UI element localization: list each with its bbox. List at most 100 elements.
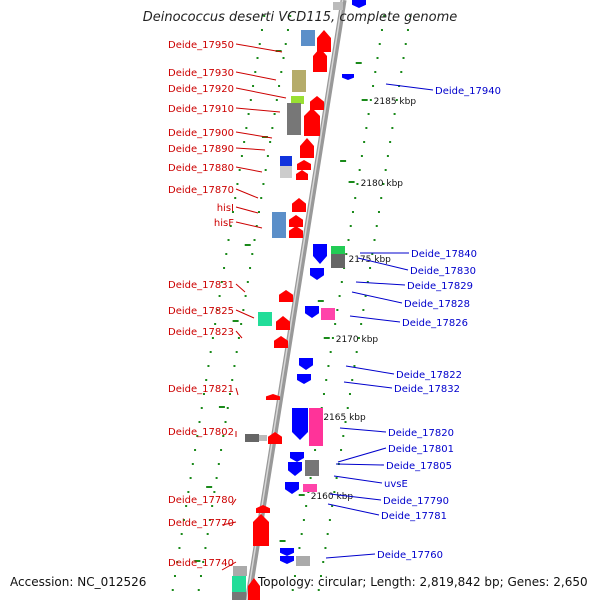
guide-dot (204, 547, 207, 549)
forward-gene-arrow (266, 394, 280, 400)
guide-dot (244, 295, 247, 297)
minor-tick-mark (194, 560, 201, 562)
leader-line-right (337, 447, 387, 463)
guide-dot (256, 57, 259, 59)
guide-dot (185, 505, 188, 507)
guide-dot (200, 407, 203, 409)
guide-dot (376, 57, 379, 59)
guide-dot (231, 379, 234, 381)
scale-tick-mark (348, 181, 355, 183)
guide-dot (211, 505, 214, 507)
guide-dot (171, 589, 174, 591)
guide-dot (334, 323, 337, 325)
guide-dot (278, 85, 281, 87)
leader-line-left (221, 561, 237, 571)
guide-dot (291, 589, 294, 591)
guide-dot (366, 281, 369, 283)
gene-label-right: Deide_17840 (411, 249, 477, 260)
guide-dot (289, 15, 292, 17)
guide-dot (178, 547, 181, 549)
guide-dot (375, 225, 378, 227)
guide-dot (325, 379, 328, 381)
guide-dot (342, 435, 345, 437)
guide-dot (206, 533, 209, 535)
leader-line-right (339, 427, 387, 433)
gene-label-left: hisI (217, 203, 234, 214)
gene-label-left: Deide_17740 (168, 558, 234, 569)
feature-box (331, 246, 345, 254)
forward-gene-arrow (279, 290, 293, 302)
guide-dot (260, 197, 263, 199)
guide-dot (326, 533, 329, 535)
forward-gene-arrow (292, 198, 306, 212)
guide-dot (329, 351, 332, 353)
minor-tick-mark (340, 160, 347, 162)
leader-line-left (235, 87, 287, 99)
scale-tick-label: 2180 kbp (361, 179, 404, 189)
guide-dot (197, 589, 200, 591)
guide-dot (264, 169, 267, 171)
minor-tick-mark (317, 300, 324, 302)
guide-dot (333, 491, 336, 493)
reverse-gene-arrow (313, 244, 327, 264)
leader-line-left (235, 107, 281, 113)
guide-dot (357, 337, 360, 339)
guide-dot (336, 309, 339, 311)
leader-line-left (231, 498, 237, 506)
gene-label-right: Deide_17832 (394, 384, 460, 395)
minor-tick-mark (279, 540, 286, 542)
guide-dot (400, 71, 403, 73)
guide-dot (344, 421, 347, 423)
reverse-gene-arrow (292, 408, 308, 440)
guide-dot (247, 113, 250, 115)
guide-dot (314, 449, 317, 451)
guide-dot (213, 491, 216, 493)
guide-dot (351, 211, 354, 213)
reverse-gene-arrow (290, 452, 304, 462)
minor-tick-mark (218, 406, 225, 408)
forward-gene-arrow (300, 138, 314, 158)
forward-gene-arrow (248, 578, 260, 600)
reverse-gene-arrow (280, 548, 294, 556)
guide-dot (208, 519, 211, 521)
gene-label-right: Deide_17829 (407, 281, 473, 292)
guide-dot (223, 267, 226, 269)
feature-box (321, 308, 335, 320)
leader-line-right (327, 503, 380, 516)
feature-box (331, 254, 345, 268)
reverse-gene-arrow (305, 306, 319, 318)
guide-dot (365, 127, 368, 129)
gene-label-left: Deide_17880 (168, 163, 234, 174)
forward-gene-arrow (297, 160, 311, 170)
guide-dot (406, 29, 409, 31)
guide-dot (363, 141, 366, 143)
feature-box (280, 156, 292, 168)
leader-line-right (335, 463, 385, 466)
guide-dot (242, 309, 245, 311)
feature-box (232, 592, 246, 600)
guide-dot (231, 211, 234, 213)
forward-gene-arrow (274, 336, 288, 348)
gene-label-right: Deide_17830 (410, 266, 476, 277)
guide-dot (360, 323, 363, 325)
feature-box (287, 103, 301, 135)
guide-dot (369, 267, 372, 269)
guide-dot (286, 29, 289, 31)
leader-line-left (235, 188, 259, 199)
leader-line-left (235, 387, 239, 396)
guide-dot (217, 463, 220, 465)
forward-gene-arrow (317, 30, 331, 52)
guide-dot (205, 379, 208, 381)
guide-dot (226, 407, 229, 409)
feature-box (233, 566, 247, 576)
guide-dot (402, 57, 405, 59)
guide-dot (214, 323, 217, 325)
guide-dot (391, 127, 394, 129)
leader-line-right (355, 281, 406, 286)
forward-gene-arrow (296, 170, 308, 180)
guide-dot (211, 337, 214, 339)
guide-dot (252, 85, 255, 87)
forward-gene-arrow (313, 48, 327, 72)
guide-dot (220, 281, 223, 283)
leader-line-left (235, 131, 273, 139)
